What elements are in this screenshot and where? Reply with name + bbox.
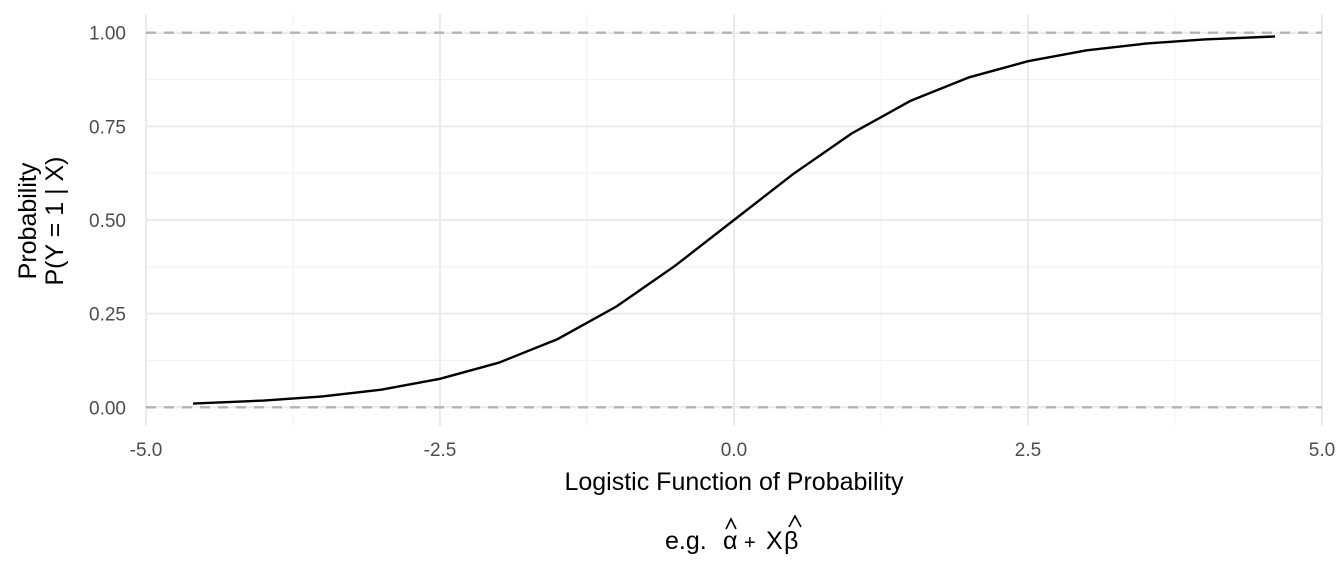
y-tick-label: 0.25 bbox=[89, 305, 126, 326]
x-axis-subtitle-prefix: e.g. bbox=[665, 527, 707, 555]
alpha-symbol: α bbox=[723, 527, 737, 555]
x-tick-label: 0.0 bbox=[721, 440, 747, 461]
x-tick-label: -2.5 bbox=[424, 440, 457, 461]
x-symbol: X bbox=[766, 527, 783, 555]
y-tick-label: 0.50 bbox=[89, 211, 126, 232]
y-axis-ticks: 0.00 0.25 0.50 0.75 1.00 bbox=[89, 24, 126, 420]
y-axis-title: Probability P(Y = 1 | X) bbox=[14, 156, 69, 285]
alpha-hat bbox=[725, 517, 737, 530]
x-axis-subtitle: e.g. α + X β bbox=[665, 514, 802, 555]
x-axis-title: Logistic Function of Probability bbox=[564, 468, 904, 496]
plus-symbol: + bbox=[744, 532, 756, 554]
x-tick-label: 2.5 bbox=[1015, 440, 1041, 461]
x-tick-label: 5.0 bbox=[1309, 440, 1335, 461]
y-tick-label: 0.00 bbox=[89, 398, 126, 419]
y-tick-label: 1.00 bbox=[89, 24, 126, 45]
reference-lines bbox=[146, 31, 1322, 409]
y-axis-title-line-2: P(Y = 1 | X) bbox=[41, 156, 69, 285]
beta-hat bbox=[788, 514, 802, 528]
y-axis-title-line-1: Probability bbox=[14, 162, 42, 279]
beta-symbol: β bbox=[784, 527, 798, 555]
x-axis-ticks: -5.0 -2.5 0.0 2.5 5.0 bbox=[130, 440, 1336, 461]
y-tick-label: 0.75 bbox=[89, 117, 126, 138]
x-tick-label: -5.0 bbox=[130, 440, 163, 461]
logistic-curve bbox=[192, 35, 1276, 405]
series-layer bbox=[192, 35, 1276, 405]
